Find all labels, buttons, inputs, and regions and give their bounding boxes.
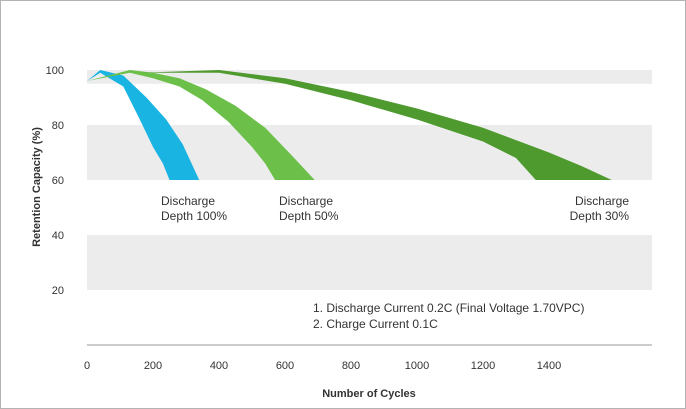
- x-tick-label: 1400: [537, 360, 561, 372]
- series-area-2: [87, 70, 315, 180]
- series-label-line1: Discharge: [161, 194, 215, 208]
- y-tick-label: 100: [46, 65, 64, 77]
- y-tick-labels: 20 40 60 80 100: [46, 65, 64, 297]
- note-discharge-current: 1. Discharge Current 0.2C (Final Voltage…: [313, 301, 584, 315]
- note-charge-current: 2. Charge Current 0.1C: [313, 317, 438, 331]
- x-tick-label: 400: [210, 360, 228, 372]
- y-tick-label: 20: [52, 285, 64, 297]
- x-tick-label: 200: [144, 360, 162, 372]
- x-tick-labels: 0 200 400 600 800 1000 1200 1400: [84, 360, 561, 372]
- x-tick-label: 800: [342, 360, 360, 372]
- x-tick-label: 0: [84, 360, 90, 372]
- x-tick-label: 1200: [471, 360, 495, 372]
- x-tick-label: 1000: [405, 360, 429, 372]
- x-axis-title: Number of Cycles: [322, 388, 416, 400]
- series-label-line1: Discharge: [279, 194, 333, 208]
- x-tick-label: 600: [276, 360, 294, 372]
- series-label-line2: Depth 100%: [161, 209, 227, 223]
- series-label-line2: Depth 30%: [570, 209, 630, 223]
- series-label-line1: Discharge: [575, 194, 629, 208]
- y-tick-label: 80: [52, 120, 64, 132]
- grid-band-0: [87, 235, 652, 290]
- series-areas: [87, 70, 612, 180]
- series-area-3: [87, 70, 612, 180]
- series-area-1: [87, 70, 200, 180]
- y-tick-label: 60: [52, 175, 64, 187]
- series-label-line2: Depth 50%: [279, 209, 339, 223]
- y-axis-title: Retention Capacity (%): [31, 127, 43, 247]
- y-tick-label: 40: [52, 230, 64, 242]
